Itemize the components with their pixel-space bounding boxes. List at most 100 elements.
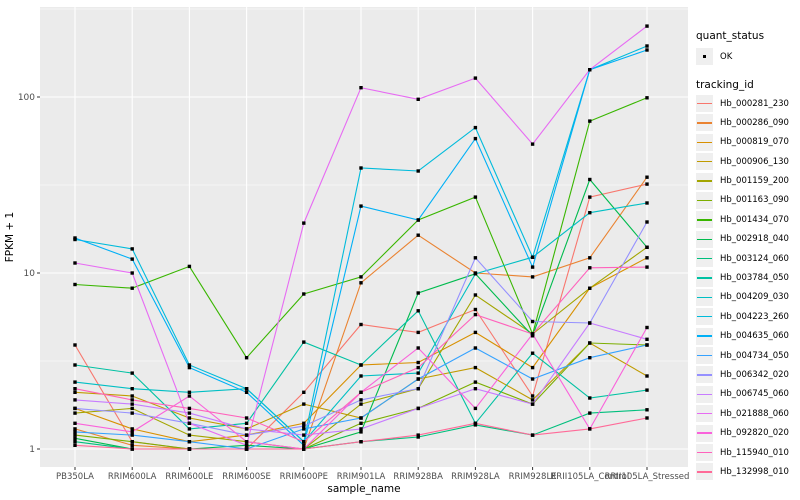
data-point (187, 365, 192, 370)
legend-item-Hb_115940_010: Hb_115940_010 (696, 444, 800, 462)
data-point (530, 394, 535, 398)
legend-item-label: Hb_001163_090 (720, 195, 789, 206)
data-point (473, 136, 478, 141)
data-point (359, 363, 363, 367)
legend-item-Hb_001159_200: Hb_001159_200 (696, 172, 800, 190)
data-point (530, 365, 535, 370)
data-point (359, 402, 363, 406)
line-swatch-icon (697, 122, 712, 124)
data-point (302, 433, 306, 437)
legend-item-Hb_132998_010: Hb_132998_010 (696, 463, 800, 481)
legend-key-box (696, 366, 713, 384)
legend-item-label: Hb_000819_070 (720, 137, 789, 148)
data-point (73, 411, 77, 415)
x-tick-label: RRIM901LA (337, 472, 386, 482)
legend-item-label: Hb_115940_010 (720, 447, 789, 458)
data-point (187, 440, 192, 444)
data-point (416, 371, 420, 375)
data-point (187, 406, 192, 411)
data-point (359, 416, 363, 420)
legend-item-Hb_092820_020: Hb_092820_020 (696, 424, 800, 442)
data-point (416, 309, 420, 313)
data-point (645, 265, 649, 269)
legend-item-label: Hb_004209_030 (720, 292, 789, 303)
legend-key-box (696, 288, 713, 306)
legend-title-tracking-id: tracking_id (696, 79, 754, 91)
data-point (645, 24, 649, 28)
legend-item-Hb_000281_230: Hb_000281_230 (696, 95, 800, 112)
x-tick-label: RRII105LA_Control (550, 472, 629, 482)
legend-key-box (696, 230, 713, 248)
data-point (244, 387, 249, 391)
data-point (588, 321, 592, 325)
data-point (530, 265, 535, 269)
data-point (130, 247, 134, 251)
data-point (302, 440, 306, 444)
data-point (244, 427, 249, 431)
data-point (473, 346, 478, 350)
data-point (130, 430, 134, 434)
data-point (359, 275, 363, 279)
legend-key-box (696, 250, 713, 268)
data-point (416, 365, 420, 370)
data-point (359, 398, 363, 402)
data-point (473, 256, 478, 260)
data-point (473, 293, 478, 297)
legend-item-Hb_003784_050: Hb_003784_050 (696, 269, 800, 287)
legend-item-Hb_006342_020: Hb_006342_020 (696, 366, 800, 384)
data-point (302, 292, 306, 296)
data-point (187, 421, 192, 425)
data-point (244, 443, 249, 447)
data-point (73, 398, 77, 402)
legend-tracking-id: tracking_id Hb_000281_230 Hb_000286_090 Hb… (696, 79, 800, 481)
line-swatch-icon (697, 180, 712, 182)
x-tick-label: RRIM600LE (165, 472, 213, 482)
legend-item-Hb_004209_030: Hb_004209_030 (696, 288, 800, 306)
legend-key-box (696, 347, 713, 365)
data-point (73, 261, 77, 265)
data-point (359, 204, 363, 208)
data-point (73, 427, 77, 431)
legend-item-Hb_001434_070: Hb_001434_070 (696, 211, 800, 229)
line-swatch-icon (697, 374, 712, 376)
x-tick-label: PB350LA (56, 472, 94, 482)
legend-item-Hb_000906_130: Hb_000906_130 (696, 153, 800, 171)
data-point (244, 433, 249, 437)
line-swatch-icon (697, 296, 712, 299)
legend-item-Hb_001163_090: Hb_001163_090 (696, 191, 800, 209)
data-point (416, 291, 420, 295)
legend-item-label: Hb_002918_040 (720, 234, 789, 245)
data-point (187, 264, 192, 269)
legend-item-Hb_004223_260: Hb_004223_260 (696, 308, 800, 326)
legend-item-label: Hb_004734_050 (720, 350, 789, 361)
data-point (645, 337, 649, 341)
data-point (73, 433, 77, 437)
legend-key-box (696, 172, 713, 190)
data-point (530, 351, 535, 355)
legend-item-label: Hb_003784_050 (720, 273, 789, 284)
data-point (588, 427, 592, 431)
data-point (645, 220, 649, 224)
x-tick-label: RRIM928BA (393, 472, 443, 482)
data-point (187, 416, 192, 420)
data-point (244, 390, 249, 394)
data-point (359, 430, 363, 434)
data-point (130, 387, 134, 391)
legend-item-label: Hb_006745_060 (720, 389, 789, 400)
data-point (73, 363, 77, 367)
data-point (588, 211, 592, 215)
line-swatch-icon (697, 199, 712, 202)
data-point (588, 68, 592, 72)
legend-quant-status: quant_status OK (696, 30, 800, 65)
data-point (588, 177, 592, 182)
data-point (73, 282, 77, 287)
legend-tracking-items: Hb_000281_230 Hb_000286_090 Hb_000819_070 H… (696, 95, 800, 481)
data-point (530, 255, 535, 259)
data-point (416, 330, 420, 335)
data-point (530, 275, 535, 279)
legend-item-Hb_000286_090: Hb_000286_090 (696, 114, 800, 132)
data-point (302, 390, 306, 394)
legend-item-label: Hb_001159_200 (720, 176, 789, 187)
legend-item-label: Hb_001434_070 (720, 214, 789, 225)
data-point (473, 307, 478, 312)
